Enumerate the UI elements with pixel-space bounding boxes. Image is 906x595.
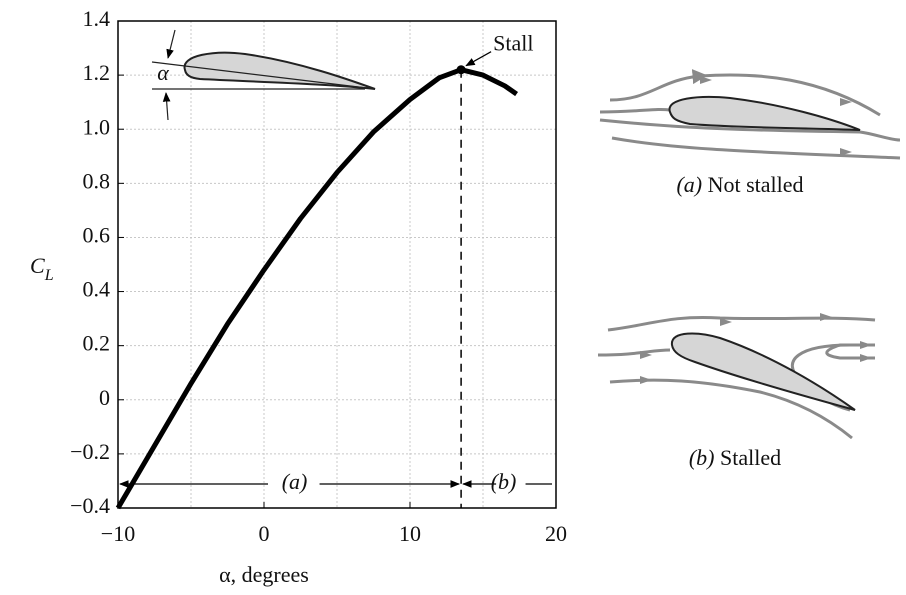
not-stalled-diagram: (a) Not stalled	[599, 69, 901, 197]
y-tick-label: 0	[99, 385, 110, 410]
y-tick-label: 0.8	[83, 168, 111, 193]
x-tick-label: 10	[399, 521, 421, 546]
x-tick-label: 0	[259, 521, 270, 546]
inset-angle: α	[157, 60, 169, 85]
plot-frame	[117, 20, 557, 509]
x-axis-label: α, degrees	[219, 562, 309, 587]
inset-airfoil: α	[151, 29, 376, 121]
x-tick-label: 20	[545, 521, 567, 546]
caption-a: (a) Not stalled	[676, 172, 803, 197]
stalled-diagram: (b) Stalled	[597, 313, 876, 470]
region-b-label: (b)	[491, 469, 517, 494]
stall-point	[456, 65, 466, 75]
y-tick-label: 0.6	[83, 222, 111, 247]
y-tick-label: −0.2	[70, 439, 110, 464]
y-tick-label: 0.2	[83, 331, 111, 356]
y-axis-label: CL	[30, 253, 54, 284]
plot-area	[117, 20, 557, 509]
y-tick-label: 1.2	[83, 60, 111, 85]
caption-b: (b) Stalled	[689, 445, 781, 470]
stall-arrow	[465, 51, 492, 67]
y-tick-label: −0.4	[70, 493, 110, 518]
y-tick-label: 1.4	[83, 6, 111, 31]
x-tick-label: −10	[101, 521, 135, 546]
region-a-label: (a)	[282, 469, 308, 494]
stall-label: Stall	[493, 31, 533, 56]
y-tick-label: 1.0	[83, 114, 111, 139]
y-tick-label: 0.4	[83, 277, 111, 302]
lift-curve	[115, 67, 519, 510]
